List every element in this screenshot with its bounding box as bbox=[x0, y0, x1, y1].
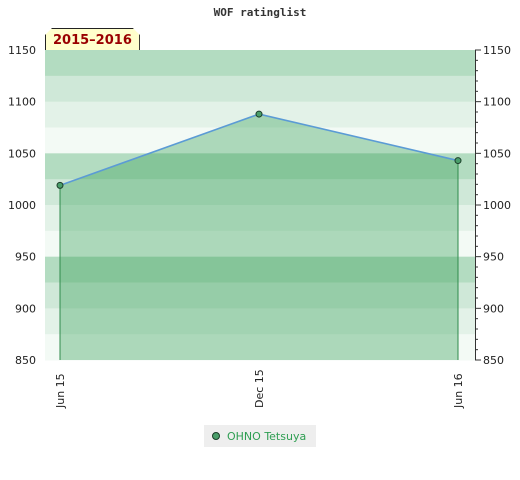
y-tick-label-right: 1150 bbox=[483, 44, 511, 57]
x-tick-label: Jun 16 bbox=[452, 373, 465, 409]
y-tick-label-right: 1100 bbox=[483, 96, 511, 109]
y-tick-label-left: 950 bbox=[15, 251, 36, 264]
y-tick-label-left: 1100 bbox=[8, 96, 36, 109]
y-tick-label-right: 1000 bbox=[483, 199, 511, 212]
background-band bbox=[45, 50, 475, 77]
background-band bbox=[45, 308, 475, 335]
series-markers bbox=[56, 110, 462, 189]
background-band bbox=[45, 256, 475, 283]
y-tick-label-right: 950 bbox=[483, 251, 504, 264]
legend[interactable]: OHNO Tetsuya bbox=[204, 425, 317, 447]
background-band bbox=[45, 179, 475, 206]
x-axis: Jun 15 Dec 15 Jun 16 bbox=[54, 369, 465, 409]
background-band bbox=[45, 75, 475, 103]
y-tick-label-right: 900 bbox=[483, 302, 504, 315]
y-tick-label-right: 850 bbox=[483, 354, 504, 367]
x-tick-label: Jun 15 bbox=[54, 373, 67, 409]
y-tick-label-left: 1000 bbox=[8, 199, 36, 212]
background-band bbox=[45, 205, 475, 232]
background-bands bbox=[45, 50, 475, 361]
x-tick-label: Dec 15 bbox=[253, 369, 266, 408]
background-band bbox=[45, 153, 475, 180]
y-tick-label-right: 1050 bbox=[483, 147, 511, 160]
background-band bbox=[45, 282, 475, 309]
y-axis-left: 850 900 950 1000 1050 1100 1150 bbox=[8, 44, 36, 367]
data-point bbox=[56, 181, 64, 189]
data-point bbox=[454, 157, 462, 165]
drop-lines bbox=[59, 160, 459, 360]
background-band bbox=[45, 230, 475, 258]
background-band bbox=[45, 127, 475, 154]
y-tick-label-left: 1050 bbox=[8, 147, 36, 160]
chart-title: WOF ratinglist bbox=[214, 6, 307, 19]
y-tick-label-left: 1150 bbox=[8, 44, 36, 57]
legend-marker bbox=[212, 432, 220, 440]
legend-label: OHNO Tetsuya bbox=[227, 429, 307, 443]
period-badge: 2015–2016 bbox=[45, 28, 140, 50]
y-axis-right: 850 900 950 1000 1050 1100 1150 bbox=[475, 44, 511, 367]
series-area-fill bbox=[60, 114, 458, 360]
y-tick-label-left: 850 bbox=[15, 354, 36, 367]
y-tick-label-left: 900 bbox=[15, 302, 36, 315]
series-area bbox=[60, 114, 458, 360]
background-band bbox=[45, 334, 475, 361]
data-point bbox=[255, 110, 263, 118]
